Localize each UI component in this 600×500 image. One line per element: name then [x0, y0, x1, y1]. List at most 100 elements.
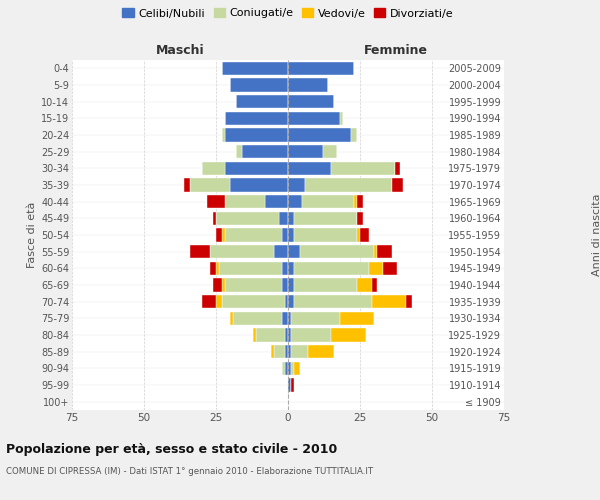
Bar [340, 112, 343, 125]
Bar [224, 162, 288, 175]
Text: COMUNE DI CIPRESSA (IM) - Dati ISTAT 1° gennaio 2010 - Elaborazione TUTTITALIA.I: COMUNE DI CIPRESSA (IM) - Dati ISTAT 1° … [6, 468, 373, 476]
Bar [331, 162, 395, 175]
Bar [202, 162, 224, 175]
Bar [294, 295, 371, 308]
Bar [282, 312, 288, 325]
Bar [282, 278, 288, 291]
Bar [274, 345, 285, 358]
Bar [224, 195, 265, 208]
Bar [253, 328, 256, 342]
Legend: Celibi/Nubili, Coniugati/e, Vedovi/e, Divorziati/e: Celibi/Nubili, Coniugati/e, Vedovi/e, Di… [122, 8, 454, 18]
Bar [282, 362, 285, 375]
Bar [377, 245, 392, 258]
Bar [374, 245, 377, 258]
Bar [190, 245, 210, 258]
Bar [395, 162, 400, 175]
Bar [256, 328, 285, 342]
Bar [222, 128, 224, 141]
Bar [230, 312, 233, 325]
Bar [285, 328, 288, 342]
Bar [288, 162, 331, 175]
Bar [294, 278, 357, 291]
Bar [323, 145, 337, 158]
Bar [288, 178, 305, 192]
Bar [288, 345, 291, 358]
Bar [236, 145, 242, 158]
Bar [291, 328, 331, 342]
Bar [288, 78, 328, 92]
Bar [285, 345, 288, 358]
Bar [331, 328, 366, 342]
Bar [288, 295, 294, 308]
Bar [224, 278, 282, 291]
Text: Femmine: Femmine [364, 44, 428, 57]
Bar [288, 195, 302, 208]
Bar [280, 212, 288, 225]
Bar [288, 95, 334, 108]
Bar [282, 262, 288, 275]
Bar [288, 278, 294, 291]
Bar [219, 262, 282, 275]
Bar [352, 128, 357, 141]
Bar [291, 362, 294, 375]
Bar [274, 245, 288, 258]
Bar [288, 362, 291, 375]
Bar [216, 228, 222, 241]
Bar [354, 195, 357, 208]
Bar [288, 328, 291, 342]
Bar [299, 245, 374, 258]
Bar [288, 262, 294, 275]
Bar [222, 278, 224, 291]
Text: Anni di nascita: Anni di nascita [592, 194, 600, 276]
Bar [216, 212, 280, 225]
Bar [190, 178, 230, 192]
Bar [291, 312, 340, 325]
Bar [282, 228, 288, 241]
Bar [291, 345, 308, 358]
Bar [291, 378, 294, 392]
Bar [236, 95, 288, 108]
Bar [265, 195, 288, 208]
Bar [288, 245, 299, 258]
Bar [305, 178, 392, 192]
Bar [294, 362, 299, 375]
Bar [340, 312, 374, 325]
Bar [271, 345, 274, 358]
Bar [202, 295, 216, 308]
Bar [357, 278, 371, 291]
Bar [371, 278, 377, 291]
Bar [288, 62, 354, 75]
Bar [213, 278, 222, 291]
Bar [288, 128, 352, 141]
Bar [288, 228, 294, 241]
Bar [224, 128, 288, 141]
Bar [222, 62, 288, 75]
Bar [230, 78, 288, 92]
Bar [216, 295, 222, 308]
Bar [294, 262, 368, 275]
Bar [360, 228, 368, 241]
Bar [285, 362, 288, 375]
Y-axis label: Fasce di età: Fasce di età [26, 202, 37, 268]
Bar [294, 212, 357, 225]
Bar [233, 312, 282, 325]
Bar [368, 262, 383, 275]
Bar [224, 228, 282, 241]
Text: Maschi: Maschi [155, 44, 205, 57]
Bar [285, 295, 288, 308]
Bar [288, 312, 291, 325]
Bar [383, 262, 397, 275]
Bar [357, 212, 363, 225]
Bar [288, 112, 340, 125]
Bar [288, 212, 294, 225]
Bar [210, 245, 274, 258]
Bar [213, 212, 216, 225]
Bar [224, 112, 288, 125]
Bar [371, 295, 406, 308]
Bar [208, 195, 224, 208]
Bar [308, 345, 334, 358]
Bar [357, 228, 360, 241]
Bar [222, 228, 224, 241]
Bar [210, 262, 216, 275]
Bar [294, 228, 357, 241]
